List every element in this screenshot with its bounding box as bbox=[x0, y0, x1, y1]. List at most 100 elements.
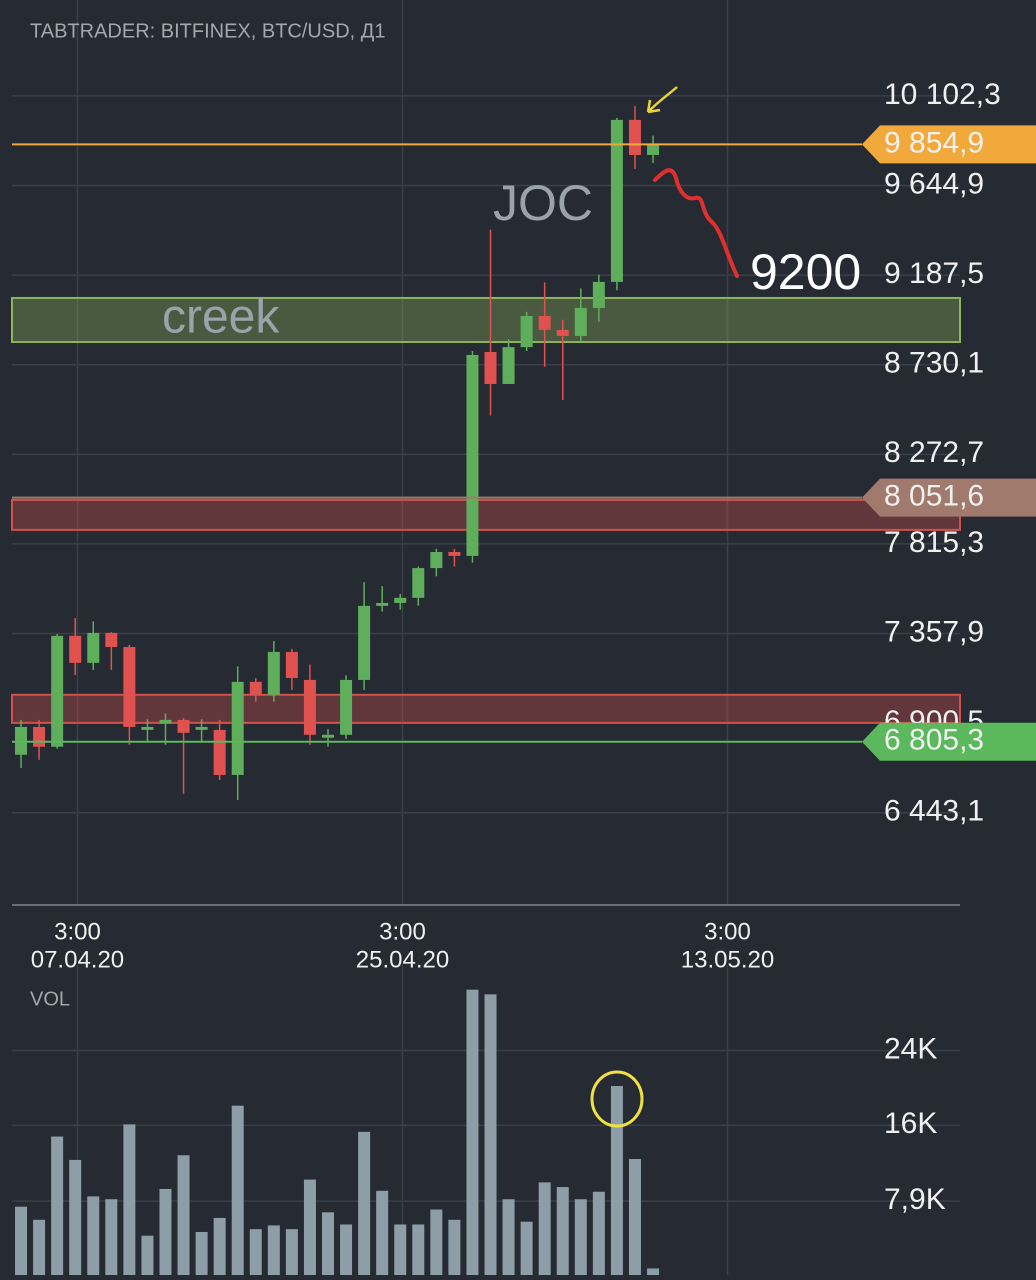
price-tag bbox=[862, 722, 1036, 761]
volume-bar bbox=[538, 1182, 551, 1275]
volume-bar bbox=[33, 1219, 46, 1275]
candle-body bbox=[430, 552, 443, 569]
zone-label: creek bbox=[162, 291, 280, 344]
marks bbox=[12, 106, 862, 1275]
volume-bar bbox=[141, 1235, 154, 1275]
hand-drawn-arrow bbox=[646, 86, 678, 114]
price-tag-label: 9 854,9 bbox=[884, 126, 984, 159]
candle-body bbox=[394, 597, 407, 603]
candle-body bbox=[322, 734, 334, 738]
candle-body bbox=[123, 647, 136, 727]
zone bbox=[11, 693, 961, 724]
volume-bar bbox=[267, 1225, 280, 1275]
candle-body bbox=[647, 144, 660, 155]
candle-body bbox=[105, 632, 118, 648]
volume-bar bbox=[213, 1217, 226, 1275]
y-tick-label: 10 102,3 bbox=[884, 78, 1001, 111]
y-tick-label: 6 443,1 bbox=[884, 795, 984, 828]
candle-body bbox=[177, 719, 190, 733]
volume-bar bbox=[430, 1209, 443, 1275]
zones bbox=[11, 296, 961, 724]
candle-body bbox=[33, 726, 46, 747]
candle-body bbox=[303, 679, 316, 735]
zone bbox=[11, 296, 961, 344]
zone bbox=[11, 498, 961, 531]
volume-bar bbox=[322, 1212, 334, 1275]
volume-title: VOL bbox=[30, 988, 70, 1010]
candle-body bbox=[610, 119, 623, 282]
candle-body bbox=[195, 726, 208, 730]
volume-bar bbox=[123, 1124, 136, 1275]
candle-body bbox=[141, 726, 154, 730]
y-tick-label: 9 187,5 bbox=[884, 257, 984, 290]
volume-bar bbox=[592, 1191, 605, 1275]
volume-bar bbox=[556, 1187, 569, 1275]
volume-bar bbox=[502, 1199, 515, 1275]
hand-drawn-circle bbox=[590, 1070, 644, 1128]
candle-body bbox=[556, 329, 569, 336]
volume-bar bbox=[628, 1159, 641, 1275]
candle-body bbox=[285, 651, 298, 678]
volume-bar bbox=[303, 1179, 316, 1275]
volume-bar bbox=[448, 1219, 461, 1275]
candle-body bbox=[249, 681, 262, 695]
volume-bar bbox=[358, 1131, 371, 1275]
candle-body bbox=[69, 635, 82, 663]
candle-body bbox=[231, 681, 244, 775]
volume-bar bbox=[69, 1159, 82, 1275]
y-tick-label: 8 272,7 bbox=[884, 436, 984, 469]
volume-bar bbox=[105, 1199, 118, 1275]
volume-bar bbox=[159, 1188, 172, 1275]
volume-bar bbox=[520, 1221, 533, 1275]
volume-bar bbox=[195, 1231, 208, 1275]
volume-bar bbox=[15, 1206, 28, 1275]
candle-body bbox=[448, 552, 461, 556]
y-tick-label: 9 644,9 bbox=[884, 167, 984, 200]
volume-bar bbox=[231, 1105, 244, 1275]
candle-body bbox=[87, 632, 100, 663]
volume-bar bbox=[610, 1086, 623, 1275]
candle-body bbox=[466, 354, 479, 556]
price-tag bbox=[862, 125, 1036, 164]
y-tick-label: 7 815,3 bbox=[884, 526, 984, 559]
candle-body bbox=[412, 568, 425, 598]
x-tick-label: 3:00 bbox=[704, 918, 751, 945]
candle-body bbox=[628, 119, 641, 155]
price-tag bbox=[862, 478, 1036, 517]
y-tick-label: 7 357,9 bbox=[884, 615, 984, 648]
price-tag-label: 8 051,6 bbox=[884, 480, 984, 513]
volume-bar bbox=[51, 1136, 64, 1275]
volume-bar bbox=[249, 1229, 262, 1275]
volume-bar bbox=[376, 1190, 389, 1275]
candle-body bbox=[538, 315, 551, 330]
candle-body bbox=[520, 315, 533, 348]
candle-body bbox=[484, 352, 497, 384]
candle-body bbox=[51, 635, 64, 747]
volume-bar bbox=[340, 1224, 353, 1275]
candle-body bbox=[592, 281, 605, 308]
x-tick-label: 07.04.20 bbox=[31, 946, 124, 973]
x-tick-label: 13.05.20 bbox=[681, 946, 774, 973]
candle-body bbox=[502, 347, 515, 384]
volume-bar bbox=[87, 1196, 100, 1275]
annotation: 9200 bbox=[750, 244, 861, 300]
x-tick-label: 3:00 bbox=[54, 918, 101, 945]
hand-drawn-arrow bbox=[653, 168, 739, 278]
y-tick-label: 7,9K bbox=[884, 1183, 946, 1216]
volume-bar bbox=[484, 994, 497, 1275]
volume-bar bbox=[574, 1199, 587, 1275]
candle-body bbox=[574, 307, 587, 336]
x-tick-label: 3:00 bbox=[379, 918, 426, 945]
candle-body bbox=[267, 651, 280, 695]
volume-bar bbox=[285, 1229, 298, 1275]
volume-bar bbox=[177, 1155, 190, 1275]
candle-body bbox=[159, 719, 172, 724]
candle-body bbox=[340, 679, 353, 735]
candle-body bbox=[213, 729, 226, 775]
y-tick-label: 24K bbox=[884, 1032, 937, 1065]
y-tick-label: 16K bbox=[884, 1107, 937, 1140]
volume-bar bbox=[412, 1224, 425, 1275]
